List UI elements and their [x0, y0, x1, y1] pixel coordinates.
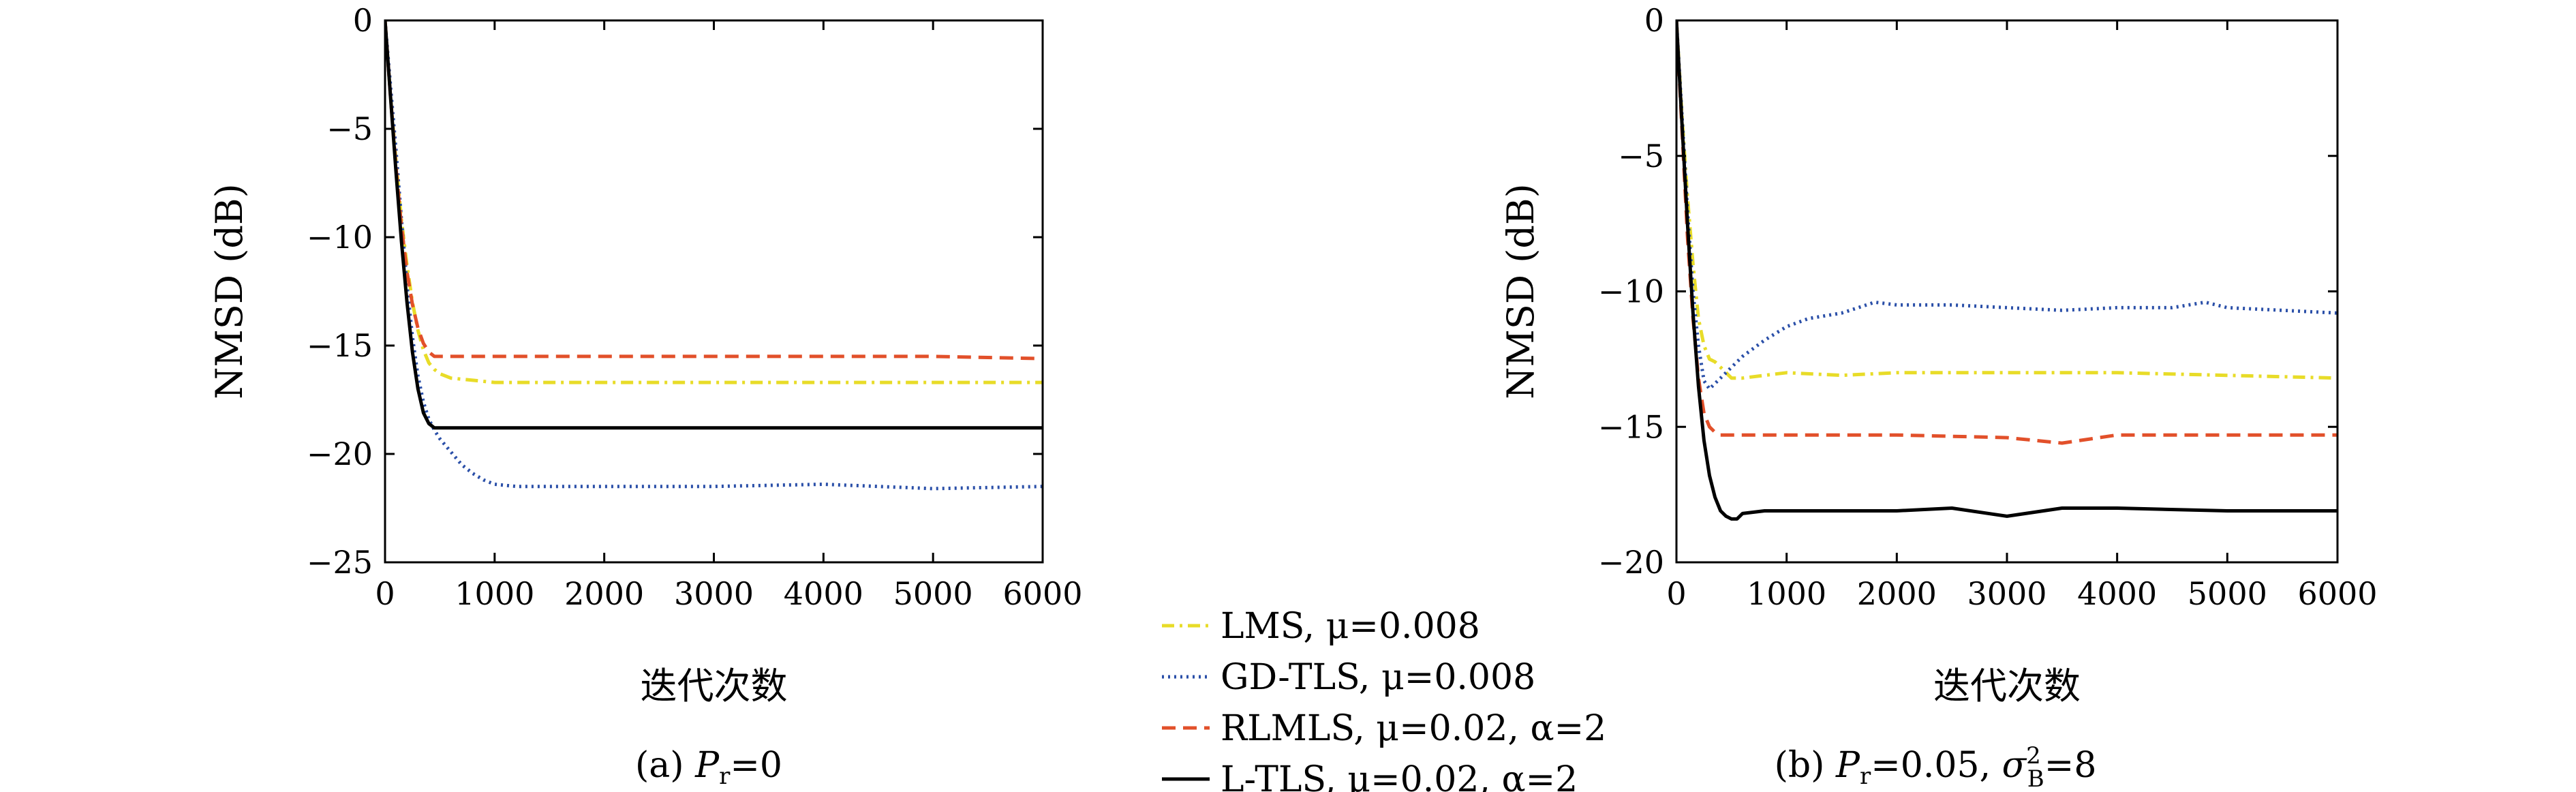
- x-tick-label: 2000: [564, 575, 644, 612]
- series-line-1: [1676, 20, 2337, 380]
- x-tick-label: 4000: [784, 575, 863, 612]
- series-line-3: [1676, 20, 2337, 445]
- series-line-1: [385, 20, 1043, 384]
- y-tick-label: −20: [307, 436, 373, 472]
- series-line-2: [385, 20, 1043, 491]
- plot-frame: [1675, 19, 2339, 564]
- x-tick-label: 1000: [455, 575, 534, 612]
- y-tick-label: −15: [1598, 408, 1664, 445]
- x-tick-label: 5000: [2188, 575, 2267, 612]
- y-tick-label: −15: [307, 327, 373, 364]
- x-tick-label: 3000: [1967, 575, 2046, 612]
- y-tick-label: −10: [1598, 273, 1664, 310]
- x-tick-label: 2000: [1857, 575, 1937, 612]
- series-group: [385, 20, 1043, 491]
- y-tick-label: −10: [307, 219, 373, 256]
- x-tick-label: 6000: [2297, 575, 2377, 612]
- x-tick-label: 4000: [2077, 575, 2157, 612]
- legend-label-3: RLMLS, μ=0.02, α=2: [1221, 708, 1606, 749]
- x-tick-label: 1000: [1747, 575, 1826, 612]
- caption-a: (a) Pr=0: [635, 745, 782, 790]
- chart-b: 0 1000 2000 3000 4000 5000 6000 0 −5 −10 −15 −20 迭代次…: [1499, 2, 2378, 707]
- x-tick-label: 5000: [893, 575, 973, 612]
- series-line-4: [385, 20, 1043, 430]
- legend-label-1: LMS, μ=0.008: [1221, 606, 1480, 647]
- caption-b: (b) Pr=0.05, σ2 B=8: [1775, 742, 2097, 792]
- chart-a: 0 1000 2000 3000 4000 5000 6000 0 −5 −10 −15 −20 −25…: [208, 2, 1083, 707]
- y-tick-label: 0: [1644, 2, 1664, 39]
- x-axis-title: 迭代次数: [641, 665, 788, 707]
- series-group: [1676, 20, 2337, 521]
- legend-label-2: GD-TLS, μ=0.008: [1221, 657, 1535, 698]
- series-line-2: [1676, 20, 2337, 391]
- y-axis-title: NMSD (dB): [1499, 183, 1542, 399]
- y-tick-label: −20: [1598, 544, 1664, 581]
- x-tick-label: 0: [375, 575, 395, 612]
- x-tick-label: 6000: [1002, 575, 1082, 612]
- x-tick-label: 0: [1666, 575, 1686, 612]
- series-line-3: [385, 20, 1043, 361]
- y-tick-label: −5: [326, 110, 373, 147]
- y-tick-label: −5: [1618, 138, 1664, 174]
- y-axis-title: NMSD (dB): [208, 183, 251, 399]
- y-tick-label: −25: [307, 544, 373, 581]
- y-tick-label: 0: [353, 2, 373, 39]
- x-tick-label: 3000: [674, 575, 754, 612]
- x-axis-title: 迭代次数: [1933, 665, 2081, 707]
- legend: LMS, μ=0.008 GD-TLS, μ=0.008 RLMLS, μ=0.02…: [1162, 606, 1606, 792]
- legend-label-4: L-TLS, μ=0.02, α=2: [1221, 759, 1578, 792]
- series-line-4: [1676, 20, 2337, 521]
